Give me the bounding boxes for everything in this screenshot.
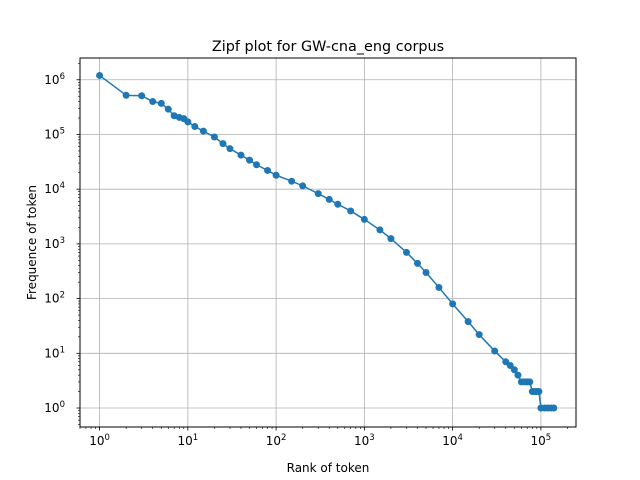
data-point bbox=[347, 207, 355, 215]
data-point bbox=[157, 99, 165, 107]
data-point bbox=[464, 318, 472, 326]
data-point bbox=[299, 182, 307, 190]
y-tick-exponent: 6 bbox=[60, 72, 65, 82]
grid bbox=[80, 58, 576, 427]
data-point bbox=[514, 371, 522, 379]
data-point bbox=[149, 98, 157, 106]
data-point bbox=[502, 358, 510, 366]
data-point bbox=[550, 404, 558, 412]
data-point bbox=[376, 226, 384, 234]
data-point bbox=[138, 92, 146, 100]
data-point bbox=[526, 378, 534, 386]
data-point bbox=[413, 259, 421, 267]
y-tick-exponent: 5 bbox=[60, 126, 65, 136]
y-tick-exponent: 4 bbox=[60, 181, 65, 191]
y-tick-exponent: 3 bbox=[60, 236, 65, 246]
data-point bbox=[272, 171, 280, 179]
data-point bbox=[387, 235, 395, 243]
data-point bbox=[246, 156, 254, 164]
data-point bbox=[226, 145, 234, 153]
data-point bbox=[288, 177, 296, 185]
data-point bbox=[402, 248, 410, 256]
data-point bbox=[506, 361, 514, 369]
data-point bbox=[191, 122, 199, 130]
data-series bbox=[96, 71, 558, 412]
data-point bbox=[334, 200, 342, 208]
data-point bbox=[199, 127, 207, 135]
data-point bbox=[164, 105, 172, 113]
data-point bbox=[535, 388, 543, 396]
x-tick-exponent: 4 bbox=[458, 433, 463, 443]
x-tick-exponent: 0 bbox=[105, 433, 110, 443]
data-point bbox=[449, 300, 457, 308]
x-axis-label: Rank of token bbox=[287, 461, 370, 475]
x-tick-exponent: 1 bbox=[193, 433, 198, 443]
chart-title: Zipf plot for GW-cna_eng corpus bbox=[212, 39, 444, 55]
y-tick-exponent: 0 bbox=[60, 400, 65, 410]
data-point bbox=[435, 283, 443, 291]
data-point bbox=[184, 118, 192, 126]
data-point bbox=[325, 195, 333, 203]
plot-frame bbox=[79, 57, 577, 428]
data-point bbox=[210, 133, 218, 141]
data-point bbox=[264, 166, 272, 174]
data-point bbox=[314, 190, 322, 198]
data-point bbox=[360, 215, 368, 223]
data-point bbox=[491, 347, 499, 355]
data-point bbox=[475, 331, 483, 339]
data-point bbox=[253, 161, 261, 169]
data-point bbox=[510, 366, 518, 374]
x-tick-exponent: 3 bbox=[369, 433, 374, 443]
data-point bbox=[122, 91, 130, 99]
data-point bbox=[96, 71, 104, 79]
data-point bbox=[422, 269, 430, 277]
data-point bbox=[237, 151, 245, 159]
x-tick-exponent: 5 bbox=[546, 433, 551, 443]
x-tick-exponent: 2 bbox=[281, 433, 286, 443]
y-tick-exponent: 2 bbox=[60, 291, 65, 301]
y-tick-exponent: 1 bbox=[60, 345, 65, 355]
y-axis-label: Frequence of token bbox=[25, 185, 39, 300]
data-point bbox=[219, 140, 227, 148]
